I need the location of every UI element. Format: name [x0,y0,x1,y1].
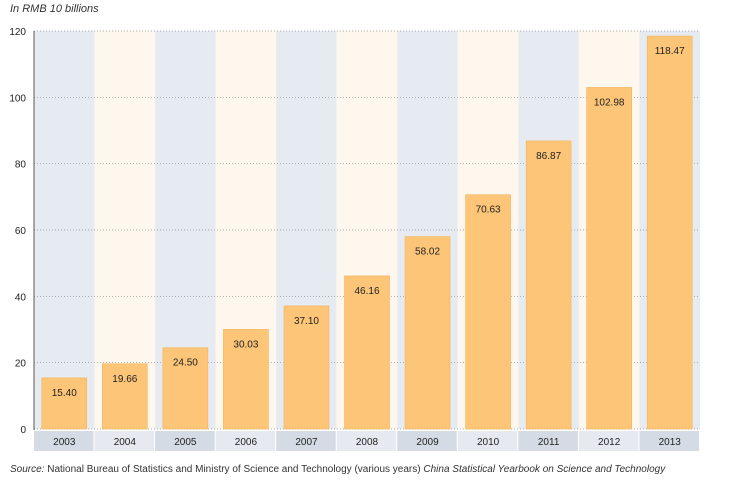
x-tick-label: 2006 [235,437,258,448]
bar-value-label: 19.66 [112,374,137,385]
bar-value-label: 70.63 [476,205,501,216]
x-tick-label: 2008 [356,437,379,448]
y-tick-label: 120 [9,27,26,38]
bar [283,305,330,430]
x-tick-label: 2010 [477,437,500,448]
x-tick-label: 2005 [174,437,197,448]
bar [525,140,572,430]
x-tick-label: 2003 [53,437,76,448]
x-axis-cell [276,431,336,451]
y-tick-label: 60 [15,226,27,237]
bar-value-label: 15.40 [52,388,77,399]
bar [404,236,451,430]
x-tick-label: 2004 [114,437,137,448]
source-text: National Bureau of Statistics and Minist… [47,464,421,475]
bar-value-label: 86.87 [536,151,561,162]
source-title: China Statistical Yearbook on Science an… [423,464,666,475]
x-axis-cell [336,431,397,451]
x-axis-cell [155,431,215,451]
x-tick-label: 2009 [416,437,439,448]
bar-chart: 0 20 40 60 80 100 120 15.40 2003 19.66 2004 24.50 20… [9,27,700,451]
bar [102,363,148,430]
x-axis-cell [518,431,578,451]
x-axis-cell [215,431,276,451]
x-tick-label: 2011 [538,437,560,448]
bar [41,377,88,430]
y-tick-label: 80 [15,160,27,171]
bar-value-label: 102.98 [594,97,625,108]
bar [223,329,269,430]
unit-label: In RMB 10 billions [10,3,99,15]
x-axis-cell [94,431,155,451]
bar-value-label: 24.50 [173,358,198,369]
bar-value-label: 46.16 [354,286,379,297]
bar-value-label: 118.47 [655,46,685,57]
y-tick-label: 40 [15,292,27,303]
y-tick-label: 20 [15,359,27,370]
bar [586,87,632,430]
source-note: Source: National Bureau of Statistics an… [10,464,665,475]
y-tick-label: 100 [9,93,26,104]
bar [465,194,511,430]
x-axis-cell [457,431,518,451]
x-axis-cell [578,431,639,451]
x-axis-cell [639,431,699,451]
x-tick-label: 2013 [659,437,682,448]
source-prefix: Source: [10,464,45,475]
bar [646,35,693,430]
x-axis-cell [34,431,94,451]
y-tick-label: 0 [20,425,26,436]
bar [344,275,390,430]
x-tick-label: 2012 [598,437,621,448]
bar [162,347,209,430]
x-axis-cell [397,431,457,451]
bar-value-label: 30.03 [233,339,258,350]
bar-value-label: 37.10 [294,316,319,327]
bar-value-label: 58.02 [415,247,440,258]
x-tick-label: 2007 [295,437,318,448]
